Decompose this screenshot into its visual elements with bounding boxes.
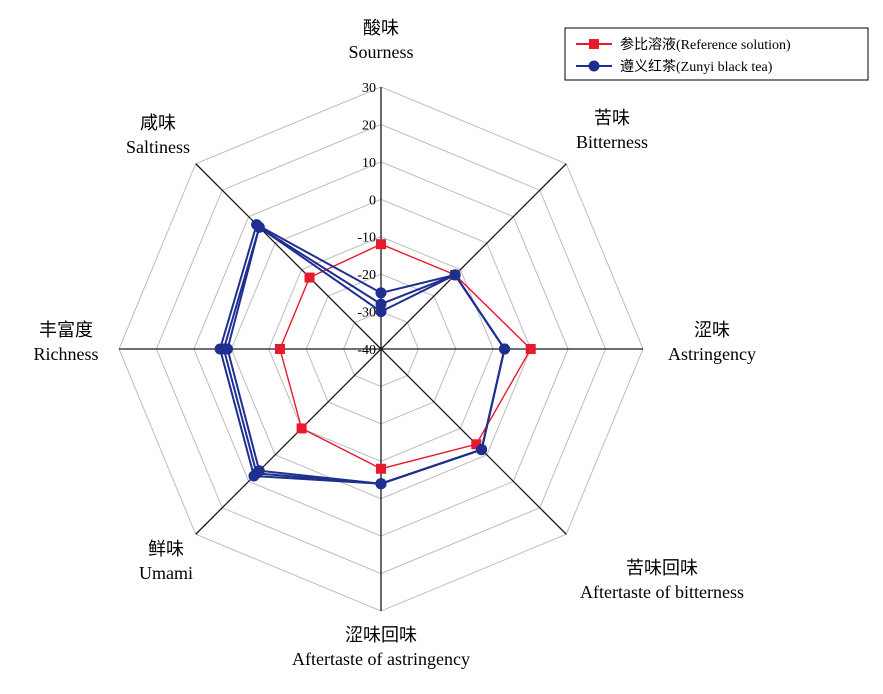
axis-spoke-umami xyxy=(195,348,382,535)
tick-label-neg10: -10 xyxy=(357,231,376,246)
point-reference-aftertaste-of-astringency xyxy=(376,463,386,474)
tick-label-10: 10 xyxy=(362,156,376,171)
point-reference-saltiness xyxy=(304,272,315,283)
radar-series xyxy=(214,219,536,490)
point-zunyi-rep3-aftertaste-of-bitterness xyxy=(476,444,488,456)
tick-label-neg20: -20 xyxy=(357,268,376,283)
legend-box xyxy=(564,27,869,81)
point-zunyi-rep3-aftertaste-of-astringency xyxy=(375,478,387,490)
point-zunyi-rep3-umami xyxy=(253,465,265,477)
axis-label-cn-sourness: 酸味 xyxy=(363,18,399,38)
tick-label-20: 20 xyxy=(362,118,376,133)
legend-label-reference: 参比溶液(Reference solution) xyxy=(620,36,791,53)
tick-label-30: 30 xyxy=(362,81,376,96)
axis-label-en-astringency: Astringency xyxy=(668,344,756,364)
axis-spoke-bitterness xyxy=(380,163,567,350)
legend-label-zunyi: 遵义红茶(Zunyi black tea) xyxy=(620,58,773,75)
axis-label-cn-aftertaste-of-astringency: 涩味回味 xyxy=(345,625,417,645)
axis-label-en-richness: Richness xyxy=(34,344,99,364)
axis-label-cn-richness: 丰富度 xyxy=(39,320,93,340)
tick-label-neg30: -30 xyxy=(357,306,376,321)
radar-axis-labels: 酸味 Sourness 苦味 Bitterness 涩味 Astringency 苦味回味 A… xyxy=(34,18,756,669)
point-reference-aftertaste-of-bitterness xyxy=(471,439,482,450)
axis-label-cn-aftertaste-of-bitterness: 苦味回味 xyxy=(626,558,698,578)
legend-marker-reference xyxy=(589,39,599,49)
axis-label-cn-astringency: 涩味 xyxy=(694,320,730,340)
point-reference-richness xyxy=(274,344,285,354)
axis-label-en-saltiness: Saltiness xyxy=(126,137,190,157)
point-reference-umami xyxy=(296,423,307,434)
point-zunyi-rep3-astringency xyxy=(499,343,511,355)
axis-label-en-bitterness: Bitterness xyxy=(576,132,648,152)
axis-label-en-umami: Umami xyxy=(139,563,193,583)
point-zunyi-rep3-sourness xyxy=(375,306,387,318)
point-zunyi-rep1-sourness xyxy=(375,287,387,299)
axis-label-en-aftertaste-of-astringency: Aftertaste of astringency xyxy=(292,649,470,669)
tick-label-neg40: -40 xyxy=(357,343,376,358)
point-reference-astringency xyxy=(525,344,536,354)
axis-label-cn-bitterness: 苦味 xyxy=(594,108,630,128)
axis-label-cn-saltiness: 咸味 xyxy=(140,113,176,133)
point-zunyi-rep3-saltiness xyxy=(253,221,265,233)
point-reference-sourness xyxy=(376,239,386,250)
axis-spoke-saltiness xyxy=(195,163,382,350)
axis-label-cn-umami: 鲜味 xyxy=(148,539,184,559)
legend: 参比溶液(Reference solution) 遵义红茶(Zunyi blac… xyxy=(564,27,869,81)
point-zunyi-rep3-bitterness xyxy=(449,269,461,281)
radar-axes xyxy=(119,87,643,611)
radar-tick-labels: 30 20 10 0 -10 -20 -30 -40 xyxy=(357,81,376,358)
legend-marker-zunyi xyxy=(588,60,600,72)
axis-label-en-sourness: Sourness xyxy=(348,42,413,62)
axis-label-en-aftertaste-of-bitterness: Aftertaste of bitterness xyxy=(580,582,744,602)
point-zunyi-rep3-richness xyxy=(222,343,234,355)
tick-label-0: 0 xyxy=(369,193,376,208)
